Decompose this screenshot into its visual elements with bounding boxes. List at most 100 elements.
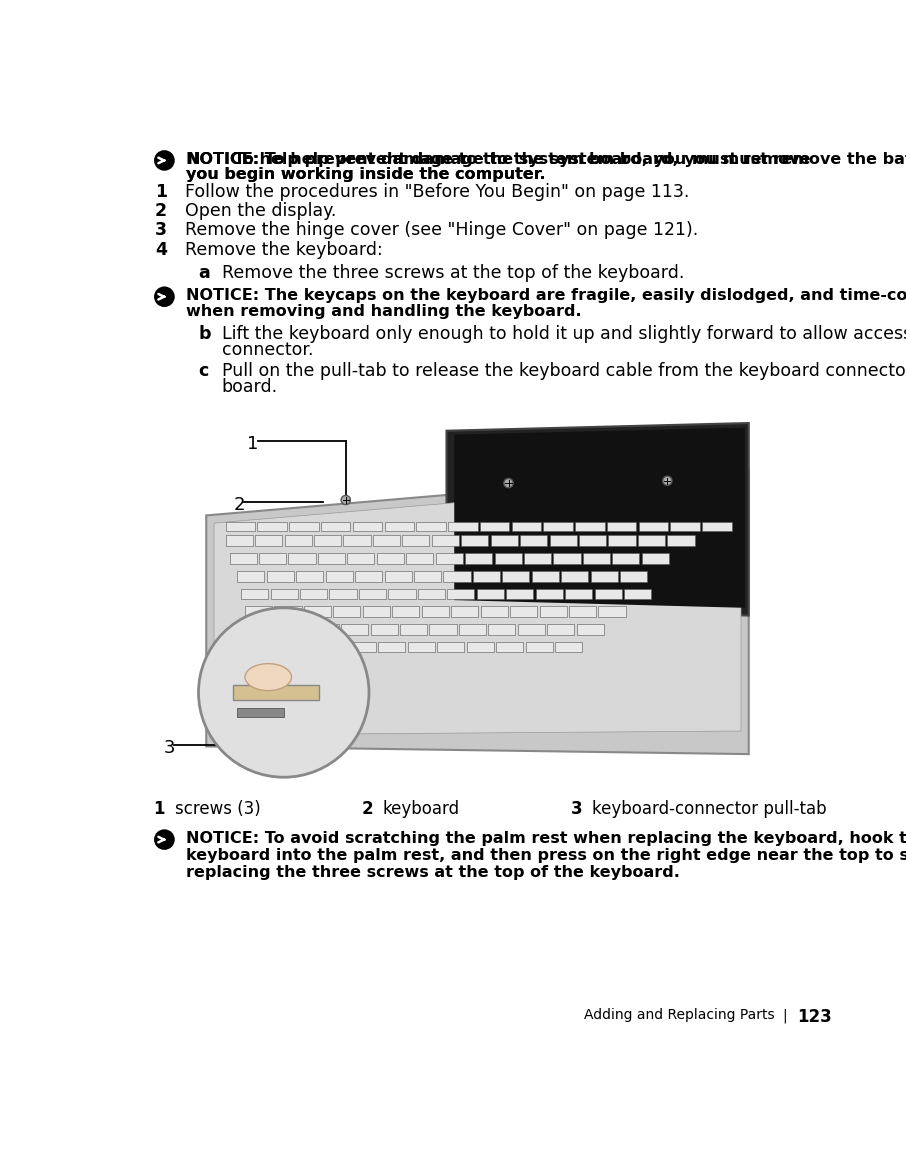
Bar (477, 588, 504, 600)
Bar (359, 588, 386, 600)
Bar (565, 588, 593, 600)
Circle shape (155, 830, 174, 848)
Bar (641, 554, 669, 564)
Bar (320, 642, 346, 653)
Bar (362, 607, 390, 617)
Bar (321, 521, 351, 531)
Text: keyboard: keyboard (383, 800, 460, 818)
Bar (547, 624, 574, 634)
Bar (591, 571, 618, 581)
Bar (702, 521, 732, 531)
Text: Adding and Replacing Parts: Adding and Replacing Parts (584, 1008, 776, 1022)
Bar (524, 554, 551, 564)
Bar (373, 535, 400, 547)
Bar (312, 624, 339, 634)
Circle shape (155, 151, 174, 169)
Bar (377, 554, 404, 564)
Text: you begin working inside the computer.: you begin working inside the computer. (186, 167, 545, 182)
Bar (607, 521, 636, 531)
Bar (461, 535, 488, 547)
Bar (379, 642, 405, 653)
Bar (506, 588, 534, 600)
Bar (271, 588, 298, 600)
Bar (429, 624, 457, 634)
Text: 123: 123 (796, 1008, 832, 1027)
Bar (284, 535, 312, 547)
Text: board.: board. (222, 378, 278, 396)
Bar (535, 588, 563, 600)
Bar (226, 535, 253, 547)
Bar (237, 571, 265, 581)
Polygon shape (454, 428, 745, 608)
Bar (512, 521, 541, 531)
Bar (152, 404, 776, 782)
Text: NOTICE:: NOTICE: (186, 152, 259, 167)
Bar (448, 588, 475, 600)
Bar (577, 624, 603, 634)
Bar (510, 607, 537, 617)
Bar (532, 571, 559, 581)
Text: you begin working inside the computer.: you begin working inside the computer. (186, 167, 545, 182)
Bar (438, 642, 464, 653)
Bar (304, 607, 331, 617)
Text: To help prevent damage to the system board, you must remove: To help prevent damage to the system boa… (234, 152, 811, 167)
Bar (226, 521, 255, 531)
Bar (352, 521, 382, 531)
Bar (245, 607, 272, 617)
Text: 2: 2 (155, 203, 168, 220)
Bar (473, 571, 500, 581)
Bar (612, 554, 640, 564)
Bar (609, 535, 636, 547)
Bar (259, 554, 286, 564)
Bar (253, 624, 280, 634)
Circle shape (662, 477, 672, 486)
Bar (448, 521, 477, 531)
Bar (406, 554, 433, 564)
Text: 1: 1 (247, 435, 259, 452)
Bar (229, 554, 256, 564)
Circle shape (504, 479, 513, 488)
Bar (355, 571, 382, 581)
Bar (282, 624, 309, 634)
Bar (544, 521, 573, 531)
Bar (371, 624, 398, 634)
Bar (670, 521, 700, 531)
Bar (384, 571, 411, 581)
Bar (668, 535, 695, 547)
Text: when removing and handling the keyboard.: when removing and handling the keyboard. (186, 304, 582, 319)
Bar (579, 535, 606, 547)
Bar (400, 624, 427, 634)
Bar (290, 642, 317, 653)
Bar (491, 535, 518, 547)
Bar (384, 521, 414, 531)
Text: NOTICE: To avoid scratching the palm rest when replacing the keyboard, hook the : NOTICE: To avoid scratching the palm res… (186, 831, 906, 846)
Text: keyboard into the palm rest, and then press on the right edge near the top to sn: keyboard into the palm rest, and then pr… (186, 848, 906, 863)
Bar (241, 588, 268, 600)
Bar (234, 685, 319, 700)
Text: 1: 1 (155, 183, 168, 200)
Text: 2: 2 (361, 800, 373, 818)
Text: 3: 3 (155, 221, 167, 239)
Bar (443, 571, 470, 581)
Bar (414, 571, 441, 581)
Circle shape (198, 608, 369, 777)
Bar (275, 607, 302, 617)
Bar (518, 624, 545, 634)
Circle shape (155, 288, 174, 306)
Bar (300, 588, 327, 600)
Bar (288, 554, 315, 564)
Bar (583, 554, 610, 564)
Bar (550, 535, 577, 547)
Bar (408, 642, 435, 653)
Bar (257, 521, 287, 531)
Bar (296, 571, 323, 581)
Text: Follow the procedures in "Before You Begin" on page 113.: Follow the procedures in "Before You Beg… (185, 183, 689, 200)
Bar (343, 535, 371, 547)
Text: 1: 1 (153, 800, 165, 818)
Bar (347, 554, 374, 564)
Bar (575, 521, 604, 531)
Bar (451, 607, 478, 617)
Text: replacing the three screws at the top of the keyboard.: replacing the three screws at the top of… (186, 866, 680, 881)
Bar (561, 571, 588, 581)
Bar (330, 588, 357, 600)
